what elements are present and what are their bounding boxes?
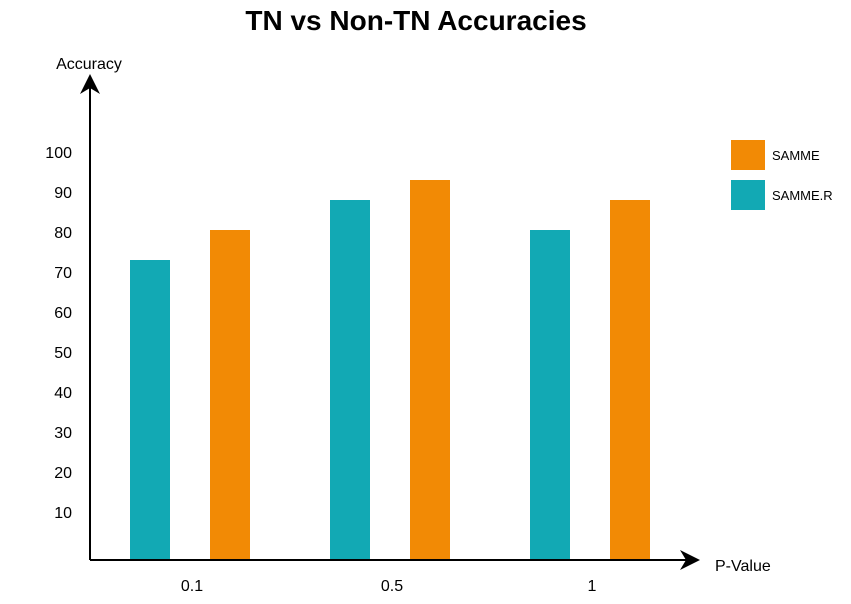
bar-samme-r-1 <box>530 230 570 560</box>
legend-swatch-samme-r <box>731 180 765 210</box>
bar-samme-0-5 <box>410 180 450 560</box>
x-tick-label: 0.1 <box>181 578 203 595</box>
y-tick-label: 40 <box>54 385 72 402</box>
y-tick-label: 50 <box>54 345 72 362</box>
y-tick-label: 70 <box>54 265 72 282</box>
y-tick-label: 90 <box>54 185 72 202</box>
x-axis-label: P-Value <box>715 558 771 575</box>
y-tick-labels: 10 20 30 40 50 60 70 80 90 100 <box>45 145 72 522</box>
y-tick-label: 10 <box>54 505 72 522</box>
bar-samme-r-0-5 <box>330 200 370 560</box>
x-tick-label: 0.5 <box>381 578 403 595</box>
legend-label-samme: SAMME <box>772 148 820 163</box>
legend-label-samme-r: SAMME.R <box>772 188 833 203</box>
bar-samme-r-0-1 <box>130 260 170 560</box>
bar-samme-1 <box>610 200 650 560</box>
y-tick-label: 80 <box>54 225 72 242</box>
x-tick-labels: 0.1 0.5 1 <box>181 578 597 595</box>
y-axis-label: Accuracy <box>56 56 122 73</box>
legend-swatch-samme <box>731 140 765 170</box>
y-tick-label: 30 <box>54 425 72 442</box>
legend: SAMME SAMME.R <box>731 140 833 210</box>
bars-group <box>130 180 650 560</box>
y-tick-label: 100 <box>45 145 72 162</box>
y-tick-label: 20 <box>54 465 72 482</box>
x-tick-label: 1 <box>588 578 597 595</box>
y-tick-label: 60 <box>54 305 72 322</box>
chart-title: TN vs Non-TN Accuracies <box>245 5 586 36</box>
bar-samme-0-1 <box>210 230 250 560</box>
